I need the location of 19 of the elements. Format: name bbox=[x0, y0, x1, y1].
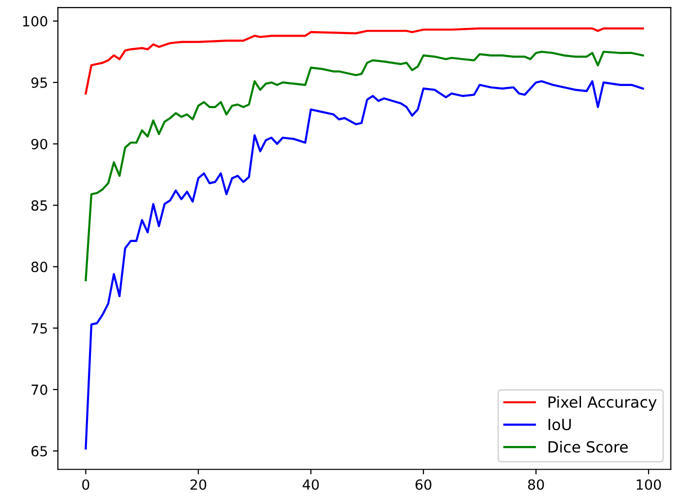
y-tick-label: 95 bbox=[31, 77, 47, 88]
y-tick-label: 100 bbox=[23, 16, 48, 27]
legend-label: IoU bbox=[548, 418, 571, 430]
y-tick-label: 90 bbox=[31, 138, 48, 150]
line-series bbox=[84, 50, 644, 282]
legend-label: Pixel Accuracy bbox=[548, 396, 657, 411]
line-series bbox=[84, 27, 644, 95]
y-tick-label: 70 bbox=[32, 384, 48, 396]
x-tick-label: 100 bbox=[636, 479, 661, 490]
y-tick-label: 75 bbox=[32, 323, 47, 334]
x-tick-label: 60 bbox=[416, 479, 432, 490]
x-tick-label: 0 bbox=[82, 479, 90, 490]
x-tick-label: 80 bbox=[528, 479, 544, 490]
y-tick-label: 65 bbox=[31, 446, 47, 456]
y-tick-label: 85 bbox=[31, 200, 47, 211]
x-tick-label: 20 bbox=[190, 479, 206, 490]
legend-label: Dice Score bbox=[548, 440, 628, 453]
y-tick-label: 80 bbox=[31, 262, 48, 272]
x-tick-label: 40 bbox=[302, 479, 319, 490]
